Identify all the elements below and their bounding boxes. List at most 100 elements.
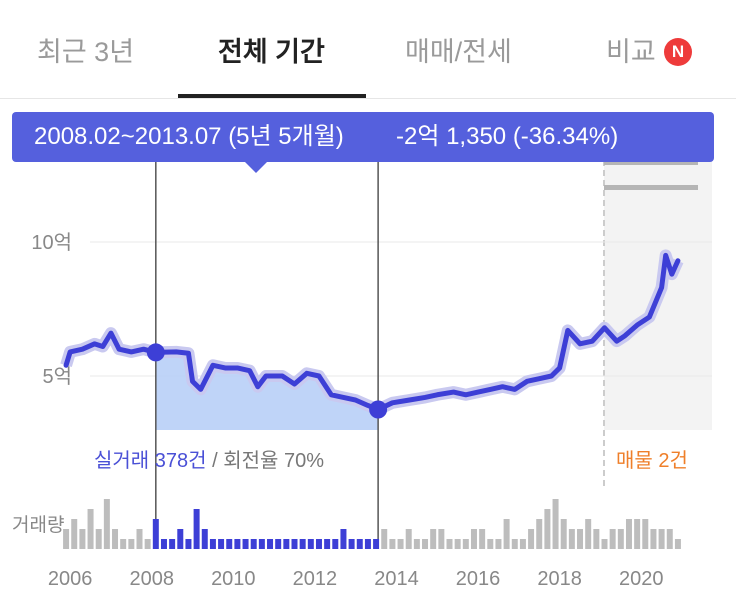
tab-recent-3y[interactable]: 최근 3년 xyxy=(37,37,135,67)
x-tick-label: 2012 xyxy=(293,568,338,590)
volume-bar xyxy=(454,539,461,549)
volume-bar xyxy=(267,539,274,549)
volume-bar xyxy=(422,539,429,549)
volume-bar xyxy=(356,539,363,549)
volume-bar xyxy=(242,539,249,549)
volume-bar xyxy=(503,519,510,549)
volume-bar xyxy=(234,539,241,549)
volume-bar xyxy=(560,519,567,549)
volume-bar xyxy=(568,529,575,549)
x-tick-label: 2018 xyxy=(537,568,582,590)
volume-bar xyxy=(112,529,119,549)
volume-bar xyxy=(625,519,632,549)
volume-bar xyxy=(617,529,624,549)
volume-bar xyxy=(103,499,110,549)
volume-bar xyxy=(634,519,641,549)
x-tick-label: 2016 xyxy=(456,568,501,590)
volume-bar xyxy=(674,539,681,549)
transaction-count: 실거래 378건 xyxy=(94,450,207,472)
volume-bar xyxy=(275,539,282,549)
volume-bar xyxy=(577,529,584,549)
volume-bar xyxy=(601,539,608,549)
volume-bar xyxy=(470,529,477,549)
volume-bar xyxy=(283,539,290,549)
active-tab-underline xyxy=(178,94,366,98)
volume-bar xyxy=(511,539,518,549)
volume-bar xyxy=(544,509,551,549)
volume-bar xyxy=(642,519,649,549)
volume-bar xyxy=(593,529,600,549)
volume-bar xyxy=(381,529,388,549)
volume-bar xyxy=(658,529,665,549)
volume-bar xyxy=(315,539,322,549)
volume-bar xyxy=(71,519,78,549)
volume-bar xyxy=(226,539,233,549)
volume-bar xyxy=(258,539,265,549)
volume-bar xyxy=(87,509,94,549)
volume-bar xyxy=(348,539,355,549)
volume-bar xyxy=(373,539,380,549)
volume-bar xyxy=(389,539,396,549)
volume-label: 거래량 xyxy=(12,515,65,536)
volume-bar xyxy=(332,539,339,549)
volume-bar xyxy=(397,539,404,549)
x-tick-label: 2006 xyxy=(48,568,93,590)
volume-bar xyxy=(487,539,494,549)
tab-sale-jeonse[interactable]: 매매/전세 xyxy=(405,37,512,67)
volume-bar xyxy=(136,529,143,549)
listing-bar xyxy=(604,185,698,190)
turnover-rate: 회전율 70% xyxy=(223,450,324,472)
x-tick-label: 2014 xyxy=(374,568,419,590)
volume-bar xyxy=(128,539,135,549)
transaction-stats: 실거래 378건 / 회전율 70% xyxy=(94,444,324,473)
volume-bar xyxy=(152,519,159,549)
tooltip-period: 2008.02~2013.07 (5년 5개월) xyxy=(34,123,344,150)
volume-bar xyxy=(585,519,592,549)
volume-bar xyxy=(209,539,216,549)
listing-bar xyxy=(604,160,698,165)
volume-bar xyxy=(405,529,412,549)
volume-bar xyxy=(63,529,70,549)
volume-bar xyxy=(120,539,127,549)
volume-bar xyxy=(536,519,543,549)
volume-bar xyxy=(160,539,167,549)
volume-bar xyxy=(519,539,526,549)
volume-bar xyxy=(193,509,200,549)
volume-bar xyxy=(552,499,559,549)
tab-compare[interactable]: 비교 xyxy=(606,37,656,67)
volume-bar xyxy=(413,539,420,549)
range-tooltip: 2008.02~2013.07 (5년 5개월) -2억 1,350 (-36.… xyxy=(12,112,714,162)
volume-bar xyxy=(446,539,453,549)
volume-bar xyxy=(340,529,347,549)
volume-bar xyxy=(144,539,151,549)
volume-bar xyxy=(430,529,437,549)
tab-bar: 최근 3년 전체 기간 매매/전세 비교 N xyxy=(0,0,736,99)
tooltip-change: -2억 1,350 (-36.34%) xyxy=(396,123,619,150)
volume-bar xyxy=(479,529,486,549)
volume-bar xyxy=(364,539,371,549)
volume-bar xyxy=(218,539,225,549)
volume-bar xyxy=(528,529,535,549)
x-tick-label: 2008 xyxy=(129,568,174,590)
tooltip-arrow xyxy=(244,161,268,173)
volume-bar xyxy=(609,529,616,549)
volume-bar xyxy=(299,539,306,549)
range-end-point xyxy=(369,400,388,419)
x-tick-label: 2010 xyxy=(211,568,256,590)
volume-bar xyxy=(438,529,445,549)
volume-bar xyxy=(462,539,469,549)
volume-bar xyxy=(79,529,86,549)
listing-count[interactable]: 매물 2건 xyxy=(616,450,688,472)
volume-bar xyxy=(324,539,331,549)
tab-all-period[interactable]: 전체 기간 xyxy=(218,37,325,67)
volume-bar xyxy=(169,539,176,549)
range-start-point xyxy=(146,343,165,362)
new-badge: N xyxy=(664,38,692,66)
y-tick-label: 10억 xyxy=(31,231,72,254)
volume-bar xyxy=(250,539,257,549)
x-tick-label: 2020 xyxy=(619,568,664,590)
stats-separator: / xyxy=(206,450,224,472)
volume-bar xyxy=(95,529,102,549)
volume-bar xyxy=(201,529,208,549)
